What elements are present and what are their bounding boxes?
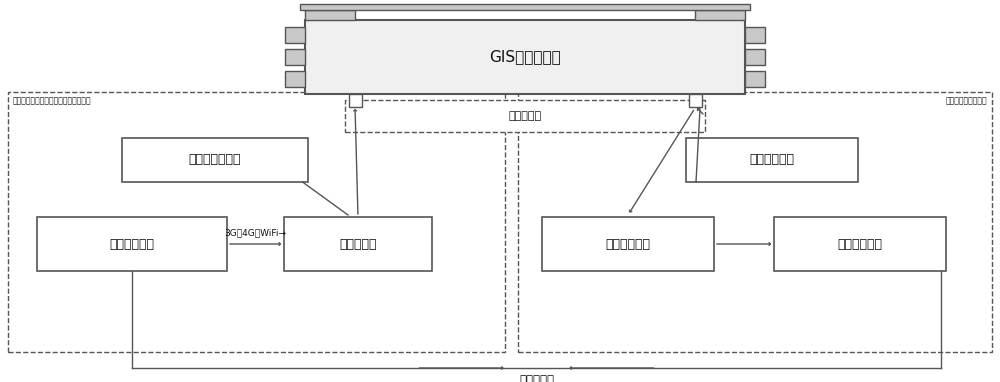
FancyBboxPatch shape [518,92,992,352]
Text: 超声波传感器: 超声波传感器 [750,154,794,167]
Text: 超声波发射装置: 超声波发射装置 [189,154,241,167]
Text: 3G、4G、WiFi→: 3G、4G、WiFi→ [224,228,287,237]
FancyBboxPatch shape [745,71,765,87]
Text: 远程操控平台: 远程操控平台 [110,238,154,251]
FancyBboxPatch shape [345,100,705,132]
FancyBboxPatch shape [122,138,308,182]
FancyBboxPatch shape [745,49,765,65]
FancyBboxPatch shape [305,10,355,20]
Text: 局放检测终端: 局放检测终端 [838,238,883,251]
FancyBboxPatch shape [695,10,745,20]
FancyBboxPatch shape [284,217,432,271]
FancyBboxPatch shape [686,138,858,182]
Text: 超声波信号: 超声波信号 [508,111,542,121]
FancyBboxPatch shape [285,49,305,65]
Text: 信号激励源: 信号激励源 [339,238,377,251]
Text: 超声波局放在线监测系统考核校验装置: 超声波局放在线监测系统考核校验装置 [13,96,92,105]
FancyBboxPatch shape [300,4,750,10]
FancyBboxPatch shape [285,71,305,87]
FancyBboxPatch shape [688,94,702,107]
FancyBboxPatch shape [349,94,362,107]
FancyBboxPatch shape [305,20,745,94]
FancyBboxPatch shape [8,92,505,352]
FancyBboxPatch shape [285,27,305,43]
FancyBboxPatch shape [37,217,227,271]
Text: 超声波在线监测系统: 超声波在线监测系统 [945,96,987,105]
Text: 比对和分析: 比对和分析 [519,374,554,382]
FancyBboxPatch shape [542,217,714,271]
FancyBboxPatch shape [745,27,765,43]
Text: GIS等电力设备: GIS等电力设备 [489,50,561,65]
Text: 局放检测前端: 局放检测前端 [606,238,650,251]
FancyBboxPatch shape [774,217,946,271]
